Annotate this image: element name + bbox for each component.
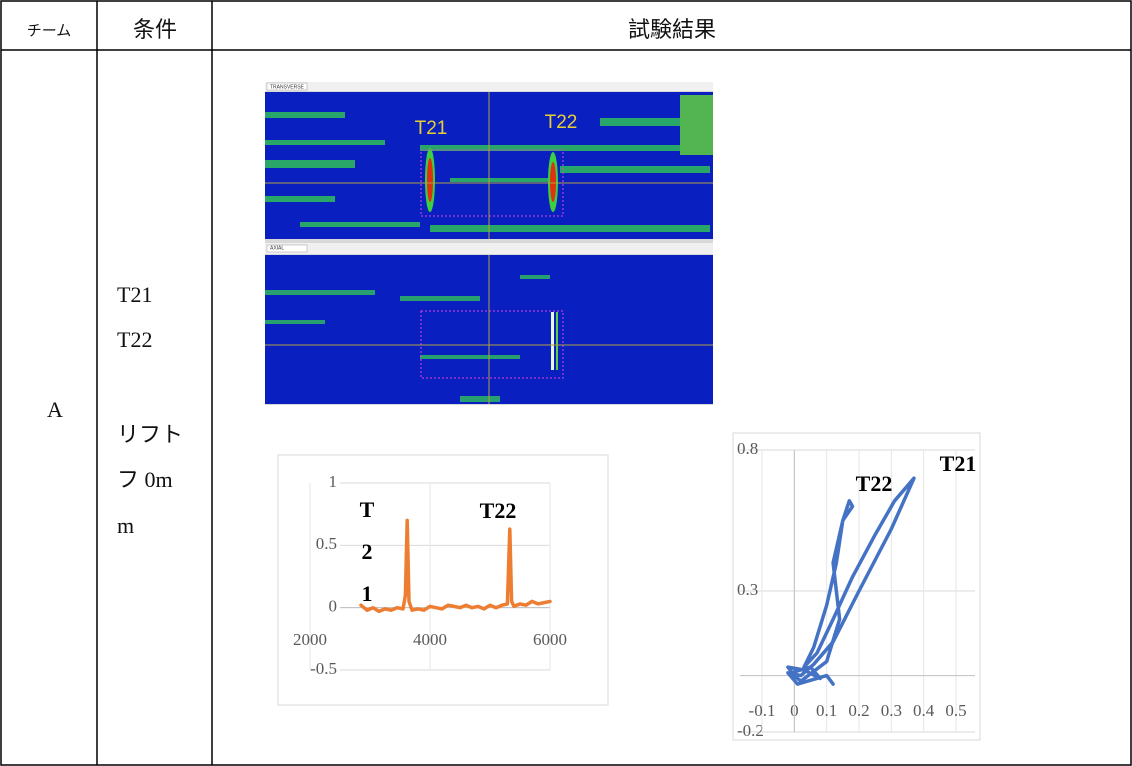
y-tick-label: 0.5 — [316, 534, 337, 553]
condition-line: T22 — [117, 327, 152, 352]
annotation: T22 — [480, 498, 517, 523]
annotation: T21 — [940, 451, 977, 476]
annotation: T — [360, 497, 375, 522]
x-tick-label: 2000 — [293, 630, 327, 649]
y-tick-label: -0.2 — [737, 721, 764, 740]
condition-line: T21 — [117, 282, 152, 307]
heatmap-image — [265, 82, 713, 405]
panel-label: TRANSVERSE — [270, 84, 305, 90]
panel-label: AXIAL — [270, 245, 284, 251]
condition-line: リフト — [117, 422, 183, 447]
y-tick-label: 0.3 — [737, 580, 758, 599]
x-tick-label: 0.3 — [881, 701, 902, 720]
header-cell: チーム — [27, 23, 72, 39]
annotation: 1 — [362, 581, 373, 606]
y-tick-label: 0 — [329, 597, 338, 616]
heatmap-label: T22 — [545, 112, 578, 133]
chart-frame — [277, 454, 609, 706]
x-tick-label: 0.1 — [816, 701, 837, 720]
y-tick-label: -0.5 — [310, 659, 337, 678]
data-curve — [786, 476, 916, 686]
x-tick-label: -0.1 — [749, 701, 776, 720]
y-tick-label: 1 — [329, 472, 338, 491]
x-tick-label: 4000 — [413, 630, 447, 649]
data-line — [359, 518, 552, 614]
heatmap-label: T21 — [415, 118, 448, 139]
condition-line: m — [117, 513, 134, 538]
x-tick-label: 0.4 — [913, 701, 935, 720]
x-tick-label: 0.2 — [848, 701, 869, 720]
y-tick-label: 0.8 — [737, 439, 758, 458]
annotation: T22 — [856, 471, 893, 496]
x-tick-label: 6000 — [533, 630, 567, 649]
header-cell: 条件 — [133, 17, 177, 42]
x-tick-label: 0.5 — [945, 701, 966, 720]
header-cell: 試験結果 — [628, 17, 716, 42]
condition-line: フ 0m — [117, 467, 173, 492]
team-cell: A — [47, 397, 63, 422]
annotation: 2 — [362, 539, 373, 564]
chart-frame — [732, 432, 981, 741]
